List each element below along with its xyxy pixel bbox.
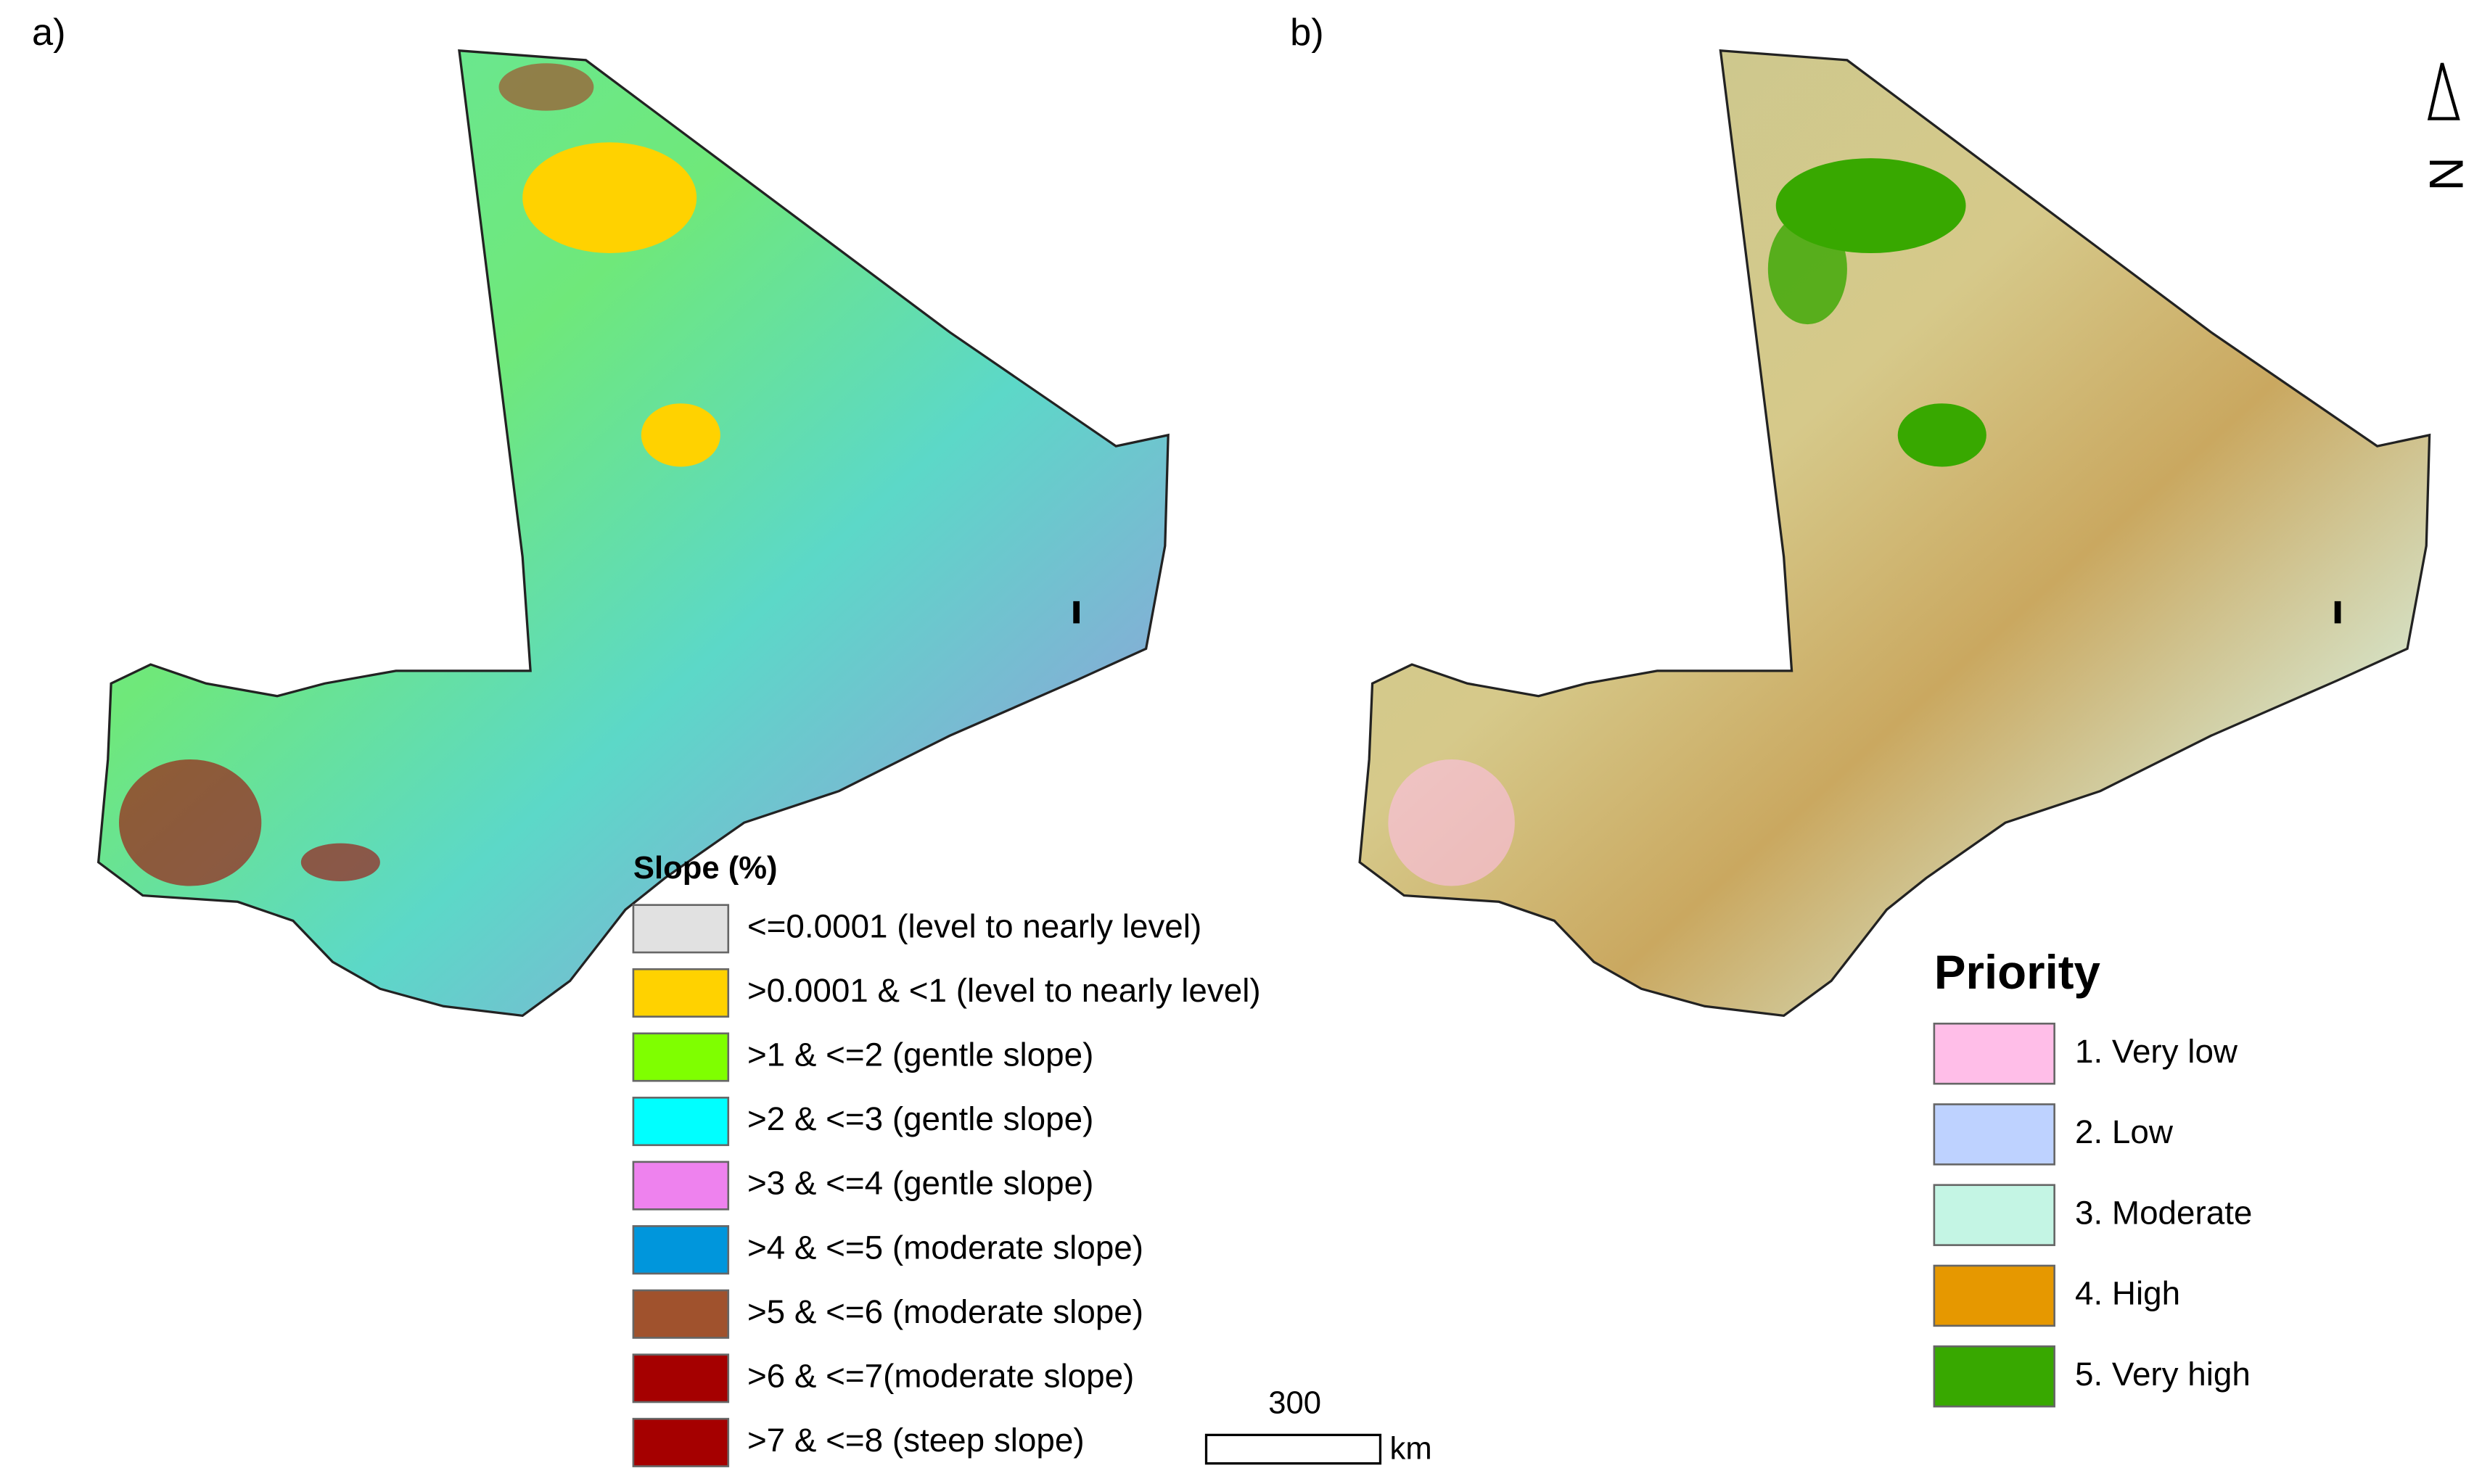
legend-swatch (1933, 1264, 2055, 1327)
legend-label: >4 & <=5 (moderate slope) (747, 1229, 1143, 1266)
map-a (97, 49, 1170, 1017)
legend-swatch (1933, 1103, 2055, 1166)
legend-label: 1. Very low (2075, 1033, 2238, 1070)
legend-label: >3 & <=4 (gentle slope) (747, 1165, 1093, 1202)
legend-label: 2. Low (2075, 1113, 2174, 1150)
legend-label: 3. Moderate (2075, 1194, 2252, 1231)
legend-swatch (1933, 1345, 2055, 1408)
legend-swatch (1933, 1022, 2055, 1085)
legend-swatch (632, 1417, 730, 1467)
legend-label: >6 & <=7(moderate slope) (747, 1357, 1134, 1394)
legend-label: >2 & <=3 (gentle slope) (747, 1100, 1093, 1137)
legend-label: >7 & <=8 (steep slope) (747, 1422, 1085, 1459)
panel-label: a) (32, 12, 66, 54)
legend-swatch (632, 1097, 730, 1147)
legend-priority: Priority 1. Very low 2. Low 3. Moderate 4. … (1933, 946, 2252, 1408)
legend-swatch (632, 968, 730, 1018)
legend-title: Slope (%) (633, 851, 778, 886)
legend-swatch (632, 1225, 730, 1275)
legend-label: 5. Very high (2075, 1356, 2251, 1393)
legend-label: <=0.0001 (level to nearly level) (747, 907, 1201, 944)
legend-swatch (1933, 1184, 2055, 1246)
legend-title: Priority (1934, 946, 2101, 999)
legend-swatch (632, 1289, 730, 1339)
legend-label: >1 & <=2 (gentle slope) (747, 1036, 1093, 1073)
legend-swatch (632, 904, 730, 954)
legend-swatch (632, 1161, 730, 1211)
north-arrow: N (2420, 62, 2473, 191)
panel-label: b) (1290, 12, 1324, 54)
map-b (1358, 49, 2431, 1017)
scale-unit: km (1390, 1432, 1432, 1467)
legend-slope: Slope (%) <=0.0001 (level to nearly leve… (632, 851, 1261, 1467)
scale-bar: 300 km (1204, 1385, 1432, 1467)
legend-label: >5 & <=6 (moderate slope) (747, 1293, 1143, 1330)
legend-label: >0.0001 & <1 (level to nearly level) (747, 972, 1261, 1009)
legend-label: 4. High (2075, 1275, 2180, 1312)
scale-distance: 300 (1268, 1385, 1321, 1420)
north-label: N (2420, 157, 2473, 191)
legend-swatch (632, 1353, 730, 1403)
legend-swatch (632, 1032, 730, 1082)
